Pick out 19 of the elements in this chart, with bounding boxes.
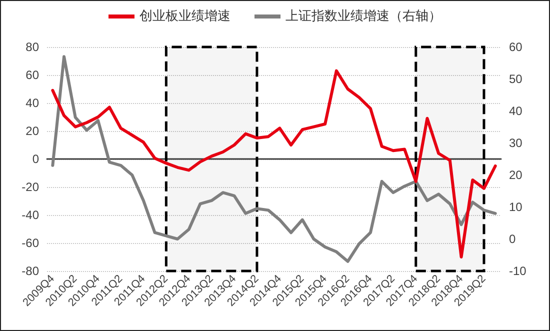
y-tick-label: -20 bbox=[22, 180, 40, 194]
y2-tick-label: 0 bbox=[509, 232, 516, 246]
y2-tick-label: 60 bbox=[509, 40, 523, 54]
y-tick-label: -80 bbox=[22, 264, 40, 278]
legend-label: 创业板业绩增速 bbox=[140, 9, 230, 24]
y-tick-label: 0 bbox=[32, 152, 40, 166]
y-tick-label: 60 bbox=[26, 68, 40, 82]
y2-tick-label: 50 bbox=[509, 72, 523, 86]
y-tick-label: -40 bbox=[22, 208, 40, 222]
y2-tick-label: 40 bbox=[509, 104, 523, 118]
y2-tick-label: -10 bbox=[509, 264, 527, 278]
y-tick-label: -60 bbox=[22, 236, 40, 250]
y-tick-label: 80 bbox=[26, 40, 40, 54]
y2-tick-label: 10 bbox=[509, 200, 523, 214]
y-tick-label: 20 bbox=[26, 124, 40, 138]
y2-tick-label: 30 bbox=[509, 136, 523, 150]
y-tick-label: 40 bbox=[26, 96, 40, 110]
y2-tick-label: 20 bbox=[509, 168, 523, 182]
legend-label: 上证指数业绩增速（右轴） bbox=[286, 9, 442, 24]
